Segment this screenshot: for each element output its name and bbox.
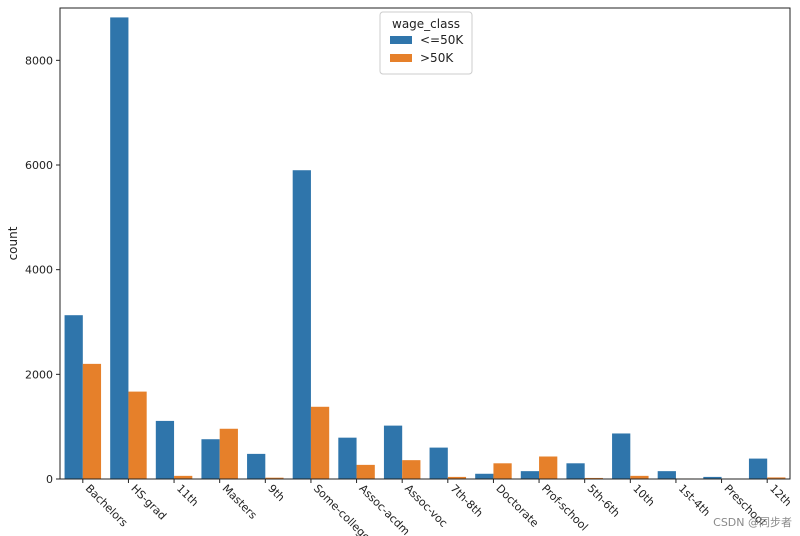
bar-some-college-series-1 [292, 170, 311, 480]
legend-label-series-1: <=50K [420, 33, 464, 47]
bar-5th-6th-series-1 [566, 463, 585, 479]
bar-preschool-series-1 [703, 476, 722, 479]
bar-doctorate-series-2 [493, 463, 512, 479]
legend-swatch-series-2 [390, 54, 412, 62]
bar-masters-series-2 [219, 428, 238, 479]
y-tick-label: 0 [46, 473, 53, 486]
bar-prof-school-series-2 [539, 456, 558, 479]
x-tick-label: 10th [630, 482, 657, 509]
x-tick-label: Bachelors [83, 482, 131, 530]
bar-12th-series-2 [767, 477, 786, 479]
y-tick-label: 4000 [25, 264, 53, 277]
x-tick-label: 12th [767, 482, 794, 509]
x-tick-label: Doctorate [493, 482, 541, 530]
bar-12th-series-1 [748, 458, 768, 479]
x-tick-label: HS-grad [128, 482, 169, 523]
bar-11th-series-1 [155, 420, 175, 479]
legend-label-series-2: >50K [420, 51, 454, 65]
bar-assoc-voc-series-1 [383, 425, 403, 479]
bar-assoc-acdm-series-2 [356, 464, 375, 479]
x-tick-label: Masters [220, 482, 260, 522]
bar-1st-4th-series-1 [657, 471, 676, 479]
legend-swatch-series-1 [390, 36, 412, 44]
bar-some-college-series-2 [310, 406, 330, 479]
bar-9th-series-1 [247, 453, 266, 479]
x-tick-label: Assoc-voc [402, 482, 450, 530]
y-axis-label: count [6, 226, 20, 260]
x-tick-label: 5th-6th [585, 482, 623, 520]
bar-10th-series-1 [612, 433, 631, 479]
bar-assoc-voc-series-2 [402, 460, 421, 479]
bar-bachelors-series-2 [82, 363, 102, 479]
bar-doctorate-series-1 [475, 473, 494, 479]
x-tick-label: Prof-school [539, 482, 591, 534]
x-tick-label: 11th [174, 482, 201, 509]
watermark-text: CSDN @同步者 [713, 516, 792, 529]
bar-hs-grad-series-2 [128, 391, 147, 479]
bar-9th-series-2 [265, 477, 284, 479]
x-tick-label: 7th-8th [448, 482, 486, 520]
bar-10th-series-2 [630, 475, 649, 479]
x-tick-label: 9th [265, 482, 287, 504]
y-tick-label: 2000 [25, 368, 53, 381]
bar-5th-6th-series-2 [584, 477, 603, 479]
y-tick-label: 8000 [25, 54, 53, 67]
bar-7th-8th-series-2 [447, 476, 467, 479]
bar-hs-grad-series-1 [110, 17, 129, 479]
legend-title: wage_class [392, 17, 460, 31]
bar-prof-school-series-1 [520, 471, 540, 479]
bar-masters-series-1 [201, 439, 220, 479]
bar-bachelors-series-1 [64, 315, 83, 479]
bar-11th-series-2 [174, 475, 193, 479]
bar-7th-8th-series-1 [429, 447, 448, 479]
x-tick-label: 1st-4th [676, 482, 713, 519]
bar-assoc-acdm-series-1 [338, 437, 357, 479]
bars-layer [64, 17, 786, 480]
legend: wage_class <=50K >50K [379, 11, 473, 75]
plot-frame [59, 7, 791, 480]
y-tick-label: 6000 [25, 159, 53, 172]
